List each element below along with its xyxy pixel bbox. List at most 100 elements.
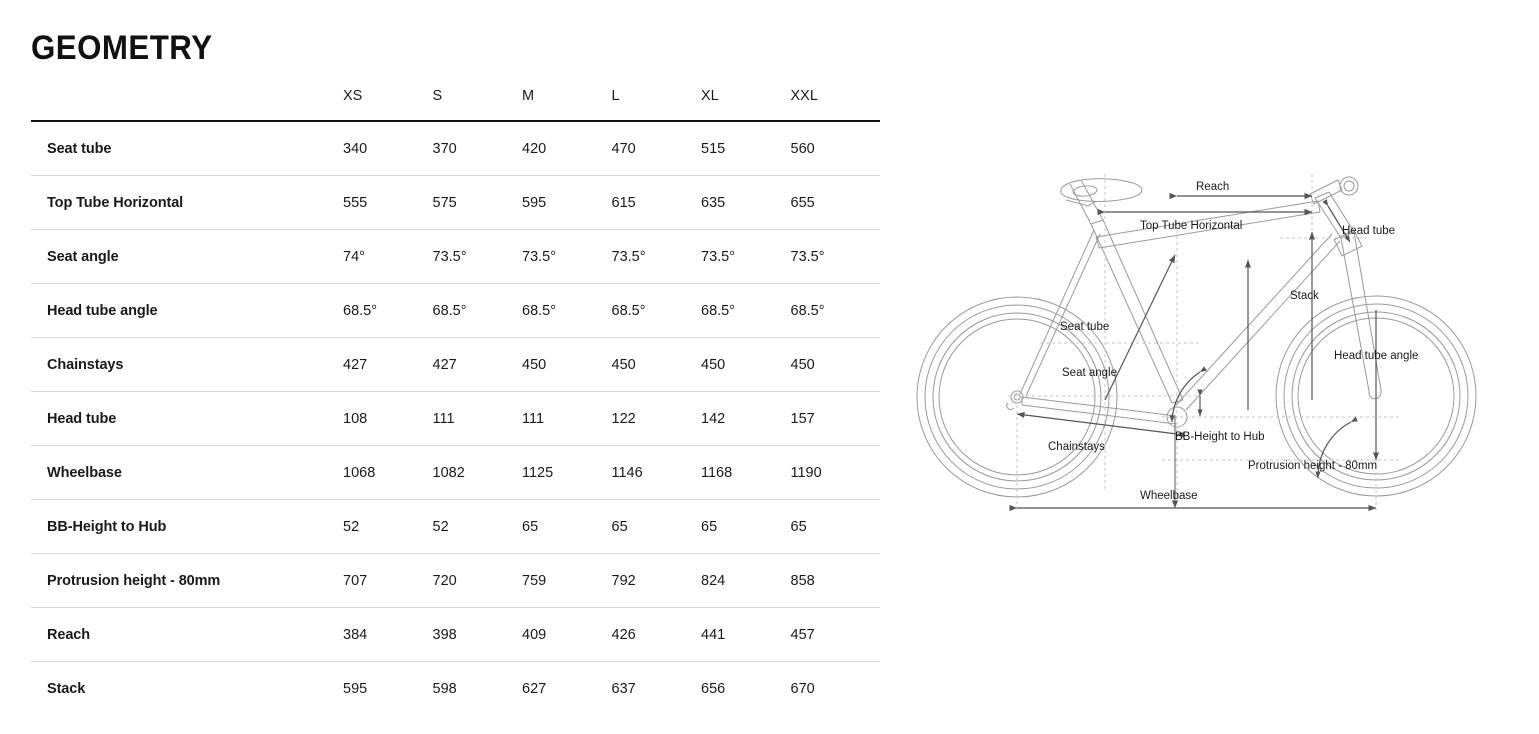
cell-value: 65 (790, 499, 880, 554)
cell-value: 68.5° (611, 283, 701, 338)
cell-value: 65 (611, 499, 701, 554)
cell-value: 450 (611, 337, 701, 392)
cell-value: 1168 (701, 445, 791, 500)
column-header-blank (31, 88, 343, 122)
label-stack: Stack (1290, 290, 1319, 302)
label-wheelbase: Wheelbase (1140, 490, 1198, 502)
table-header: XS S M L XL XXL (31, 88, 880, 122)
cell-value: 68.5° (790, 283, 880, 338)
table-row: Head tube 108 111 111 122 142 157 (31, 391, 880, 446)
cell-value: 759 (522, 553, 612, 608)
cell-value: 68.5° (522, 283, 612, 338)
seatstay-shape (1019, 229, 1101, 397)
column-header-xl: XL (701, 88, 791, 122)
cell-value: 52 (343, 499, 433, 554)
chainstays-arrow (1016, 411, 1185, 439)
row-label: Reach (31, 607, 343, 662)
cell-value: 73.5° (701, 229, 791, 284)
cell-value: 441 (701, 607, 791, 662)
cell-value: 560 (790, 121, 880, 176)
cell-value: 450 (701, 337, 791, 392)
seat-tube-arrow (1104, 254, 1176, 401)
label-bb-height-to-hub: BB-Height to Hub (1175, 431, 1265, 443)
cell-value: 65 (701, 499, 791, 554)
column-header-m: M (522, 88, 612, 122)
row-label: Top Tube Horizontal (31, 175, 343, 230)
dimension-arrows (1009, 192, 1380, 512)
row-label: Protrusion height - 80mm (31, 553, 343, 608)
cell-value: 68.5° (701, 283, 791, 338)
cell-value: 68.5° (343, 283, 433, 338)
cell-value: 656 (701, 680, 726, 697)
cell-value: 1125 (522, 445, 612, 500)
label-head-tube: Head tube (1342, 225, 1395, 237)
cell-value: 73.5° (790, 229, 880, 284)
cell-value: 575 (432, 175, 522, 230)
cell-value: 858 (790, 553, 880, 608)
cell-value: 122 (611, 391, 701, 446)
cell-value: 426 (611, 607, 701, 662)
geometry-table: XS S M L XL XXL Seat tube 340 370 420 47… (31, 88, 880, 715)
cell-value: 111 (432, 391, 522, 446)
cell-value: 792 (611, 553, 701, 608)
cell-value: 340 (343, 121, 433, 176)
label-seat-tube: Seat tube (1060, 321, 1109, 333)
bike-geometry-diagram: Reach Top Tube Horizontal Head tube Stac… (900, 160, 1520, 540)
label-seat-angle: Seat angle (1062, 367, 1117, 379)
cell-value: 720 (432, 553, 522, 608)
cell-value: 450 (790, 337, 880, 392)
table-row: Seat tube 340 370 420 470 515 560 (31, 121, 880, 176)
label-protrusion-height: Protrusion height - 80mm (1248, 460, 1377, 472)
cell-value: 555 (343, 175, 433, 230)
cell-value: 111 (522, 391, 612, 446)
cell-value: 457 (790, 607, 880, 662)
cell-value: 635 (701, 175, 791, 230)
geometry-spec-table: XS S M L XL XXL Seat tube 340 370 420 47… (31, 88, 880, 715)
cell-value: 595 (522, 175, 612, 230)
row-label: Head tube angle (31, 283, 343, 338)
column-header-l: L (611, 88, 701, 122)
cell-value: 68.5° (432, 283, 522, 338)
table-row: BB-Height to Hub 52 52 65 65 65 65 (31, 499, 880, 554)
cell-value: 108 (343, 391, 433, 446)
table-row: Stack 595 598 627 637 656 670 (31, 662, 880, 716)
table-row: Chainstays 427 427 450 450 450 450 (31, 337, 880, 392)
table-row: Seat angle 74° 73.5° 73.5° 73.5° 73.5° 7… (31, 229, 880, 284)
row-label: Chainstays (31, 337, 343, 392)
cell-value: 420 (522, 121, 612, 176)
head-tube-angle-arc (1315, 416, 1358, 479)
label-chainstays: Chainstays (1048, 441, 1105, 453)
row-label: Seat tube (31, 121, 343, 176)
top-tube-shape (1095, 200, 1321, 249)
cell-value: 1082 (432, 445, 522, 500)
cell-value: 427 (432, 337, 522, 392)
cell-value: 52 (432, 499, 522, 554)
table-row: Head tube angle 68.5° 68.5° 68.5° 68.5° … (31, 283, 880, 338)
saddle-and-seatpost (1060, 178, 1143, 225)
label-reach: Reach (1196, 181, 1229, 193)
cell-value: 384 (343, 607, 433, 662)
rear-dropout (1006, 390, 1024, 410)
cell-value: 1146 (611, 445, 701, 500)
cell-value: 707 (343, 553, 433, 608)
column-header-xxl: XXL (790, 88, 880, 122)
dimension-labels: Reach Top Tube Horizontal Head tube Stac… (1048, 181, 1418, 502)
cell-value: 595 (343, 680, 368, 697)
cell-value: 470 (611, 121, 701, 176)
cell-value: 1190 (790, 445, 880, 500)
seat-angle-arc (1169, 366, 1207, 423)
cell-value: 515 (701, 121, 791, 176)
head-tube-arrow (1322, 199, 1351, 243)
table-body: Seat tube 340 370 420 470 515 560 Top Tu… (31, 121, 880, 715)
cell-value: 73.5° (522, 229, 612, 284)
cell-value: 670 (790, 680, 815, 697)
row-label: BB-Height to Hub (31, 499, 343, 554)
cell-value: 427 (343, 337, 433, 392)
down-tube-shape (1175, 233, 1341, 411)
cell-value: 637 (611, 680, 636, 697)
table-row: Top Tube Horizontal 555 575 595 615 635 … (31, 175, 880, 230)
page-title: GEOMETRY (31, 29, 213, 67)
table-row: Protrusion height - 80mm 707 720 759 792… (31, 553, 880, 608)
cell-value: 142 (701, 391, 791, 446)
row-label: Wheelbase (31, 445, 343, 500)
